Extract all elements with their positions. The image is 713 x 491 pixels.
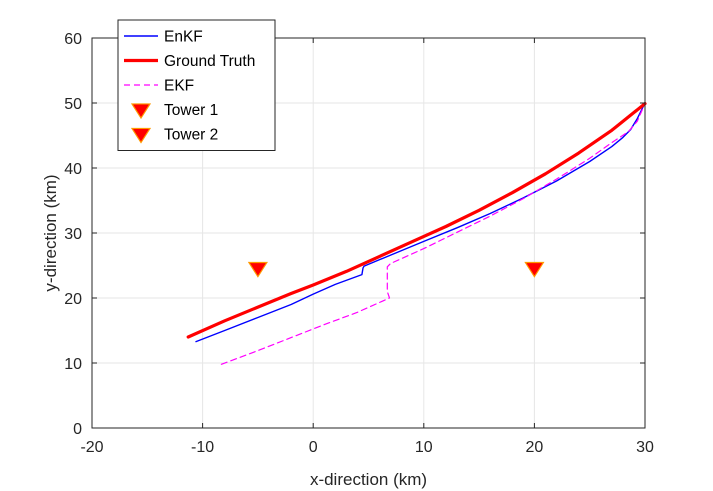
ticks: -20 -10 0 10 20 30 0 10 20 30 40 50 60	[64, 31, 654, 456]
y-tick-label: 20	[64, 291, 82, 308]
y-tick-label: 40	[64, 161, 82, 178]
y-axis-label: y-direction (km)	[41, 174, 60, 291]
legend-swatch	[130, 127, 152, 144]
series-line-enkf	[195, 102, 646, 343]
x-tick-label: 20	[526, 439, 544, 456]
legend-label: EnKF	[164, 29, 203, 46]
series-layer	[186, 101, 647, 365]
legend-label: Tower 1	[164, 102, 218, 119]
legend-entry: Ground Truth	[124, 53, 255, 70]
x-tick-label: -10	[191, 439, 214, 456]
series-line-ekf	[220, 102, 646, 365]
y-tick-label: 0	[73, 421, 82, 438]
x-tick-label: -20	[80, 439, 103, 456]
y-tick-label: 60	[64, 31, 82, 48]
marker-tower-1	[247, 261, 268, 278]
legend-entry: Tower 2	[130, 127, 218, 144]
x-axis-label: x-direction (km)	[310, 470, 427, 489]
legend-label: Ground Truth	[164, 53, 255, 70]
legend-swatch	[130, 103, 152, 120]
y-tick-label: 50	[64, 96, 82, 113]
legend-entry: EKF	[124, 78, 194, 95]
legend-entry: EnKF	[124, 29, 203, 46]
x-tick-label: 0	[309, 439, 318, 456]
x-tick-label: 30	[636, 439, 654, 456]
y-tick-label: 10	[64, 356, 82, 373]
marker-tower-2	[524, 261, 545, 278]
x-tick-label: 10	[415, 439, 433, 456]
series-line-ground-truth	[186, 101, 647, 339]
legend-label: EKF	[164, 78, 194, 95]
legend-entry: Tower 1	[130, 102, 218, 120]
marker-layer	[247, 261, 545, 278]
legend: EnKF Ground Truth EKF Tower 1 Tower 2	[117, 19, 276, 151]
y-tick-label: 30	[64, 226, 82, 243]
legend-label: Tower 2	[164, 127, 218, 144]
